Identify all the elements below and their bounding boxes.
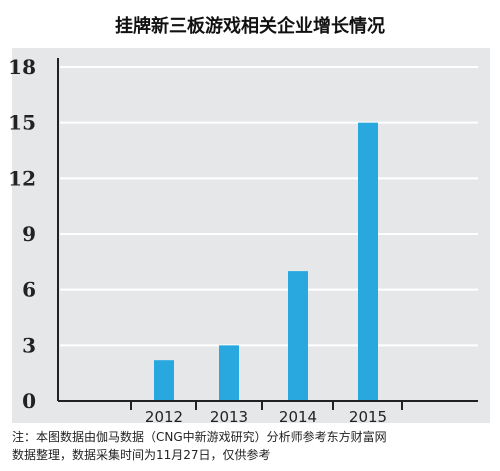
y-tick-label: 18: [8, 55, 36, 79]
y-tick-label: 0: [22, 389, 36, 413]
bar-2013: [219, 345, 239, 401]
y-tick-label: 15: [8, 111, 36, 135]
x-tick-label: 2015: [349, 408, 387, 426]
grid-lines: [60, 66, 478, 347]
bar-2012: [154, 360, 174, 401]
plot-background: [12, 48, 490, 423]
bar-2014: [288, 271, 308, 401]
y-tick-labels: 0 3 6 9 12 15 18: [8, 55, 36, 413]
y-tick-label: 12: [8, 166, 36, 190]
y-tick-label: 6: [22, 278, 36, 302]
x-tick-label: 2012: [145, 408, 183, 426]
axes: [57, 58, 478, 410]
y-tick-label: 3: [22, 333, 36, 357]
footnote: 注：本图数据由伽马数据（CNG中新游戏研究）分析师参考东方财富网 数据整理，数据…: [12, 428, 492, 464]
footnote-line-2: 数据整理，数据采集时间为11月27日，仅供参考: [12, 448, 271, 462]
footnote-line-1: 注：本图数据由伽马数据（CNG中新游戏研究）分析师参考东方财富网: [12, 430, 387, 444]
x-tick-label: 2014: [279, 408, 317, 426]
bar-2015: [358, 122, 378, 402]
bars: [154, 122, 378, 402]
chart-title: 挂牌新三板游戏相关企业增长情况: [115, 16, 385, 37]
x-tick-labels: 2012 2013 2014 2015: [145, 408, 387, 426]
y-tick-label: 9: [22, 222, 36, 246]
x-tick-label: 2013: [210, 408, 248, 426]
